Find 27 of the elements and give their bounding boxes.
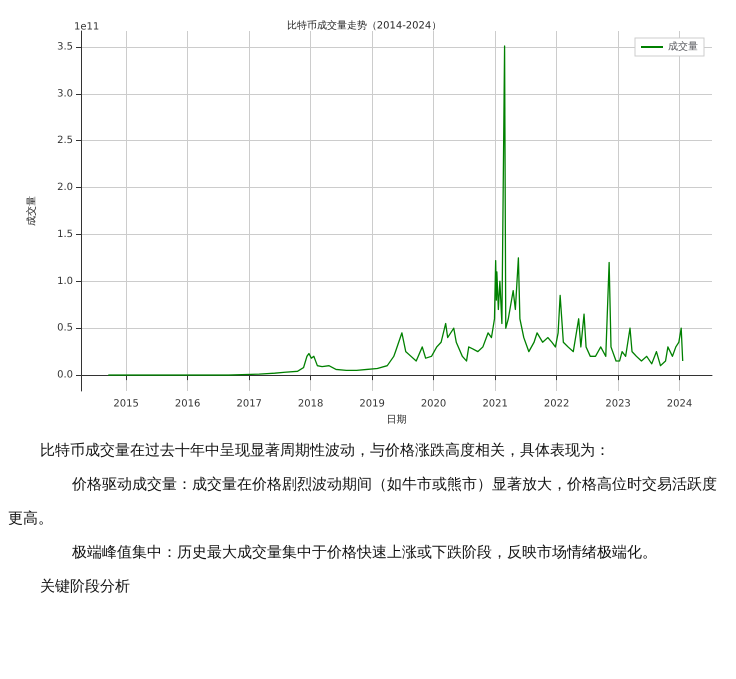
text: 比特币成交量在过去十年中呈现显著周期性波动，与价格涨跌高度相关，具体表现为： [39, 440, 611, 461]
text: 极端峰值集中：历史最大成交量集中于价格快速上涨或下跌阶段，反映市场情绪极端化。 [71, 542, 658, 563]
y-tick-label: 3.5 [57, 41, 73, 52]
text: 关键阶段分析 [39, 576, 131, 597]
x-tick-label: 2015 [113, 398, 139, 410]
x-tick-label: 2019 [359, 398, 385, 410]
x-tick-label: 2017 [236, 398, 262, 410]
y-tick-label: 1.0 [57, 276, 73, 287]
y-tick-label: 3.0 [57, 88, 73, 100]
x-tick-label: 2016 [174, 398, 200, 410]
x-tick-label: 2018 [298, 398, 324, 410]
x-tick-label: 2024 [666, 398, 692, 410]
x-tick-label: 2020 [420, 398, 446, 410]
y-tick-label: 1.5 [57, 228, 73, 240]
chart-title: 比特币成交量走势（2014-2024） [286, 20, 442, 32]
x-axis-title: 日期 [386, 414, 406, 426]
y-tick-label: 0.0 [57, 370, 73, 381]
legend-label: 成交量 [668, 40, 698, 52]
y-axis-title: 成交量 [26, 196, 38, 226]
annotation: 1e11 [74, 22, 100, 32]
x-tick-label: 2023 [605, 398, 631, 410]
x-tick-label: 2021 [482, 398, 508, 410]
x-tick-label: 2022 [544, 398, 570, 410]
text: 价格驱动成交量：成交量在价格剧烈波动期间（如牛市或熊市）显著放大，价格高位时交易活跃度更高。 [8, 475, 717, 527]
y-tick-label: 2.5 [57, 135, 73, 146]
y-tick-label: 0.5 [57, 322, 73, 334]
y-tick-label: 2.0 [57, 182, 73, 194]
